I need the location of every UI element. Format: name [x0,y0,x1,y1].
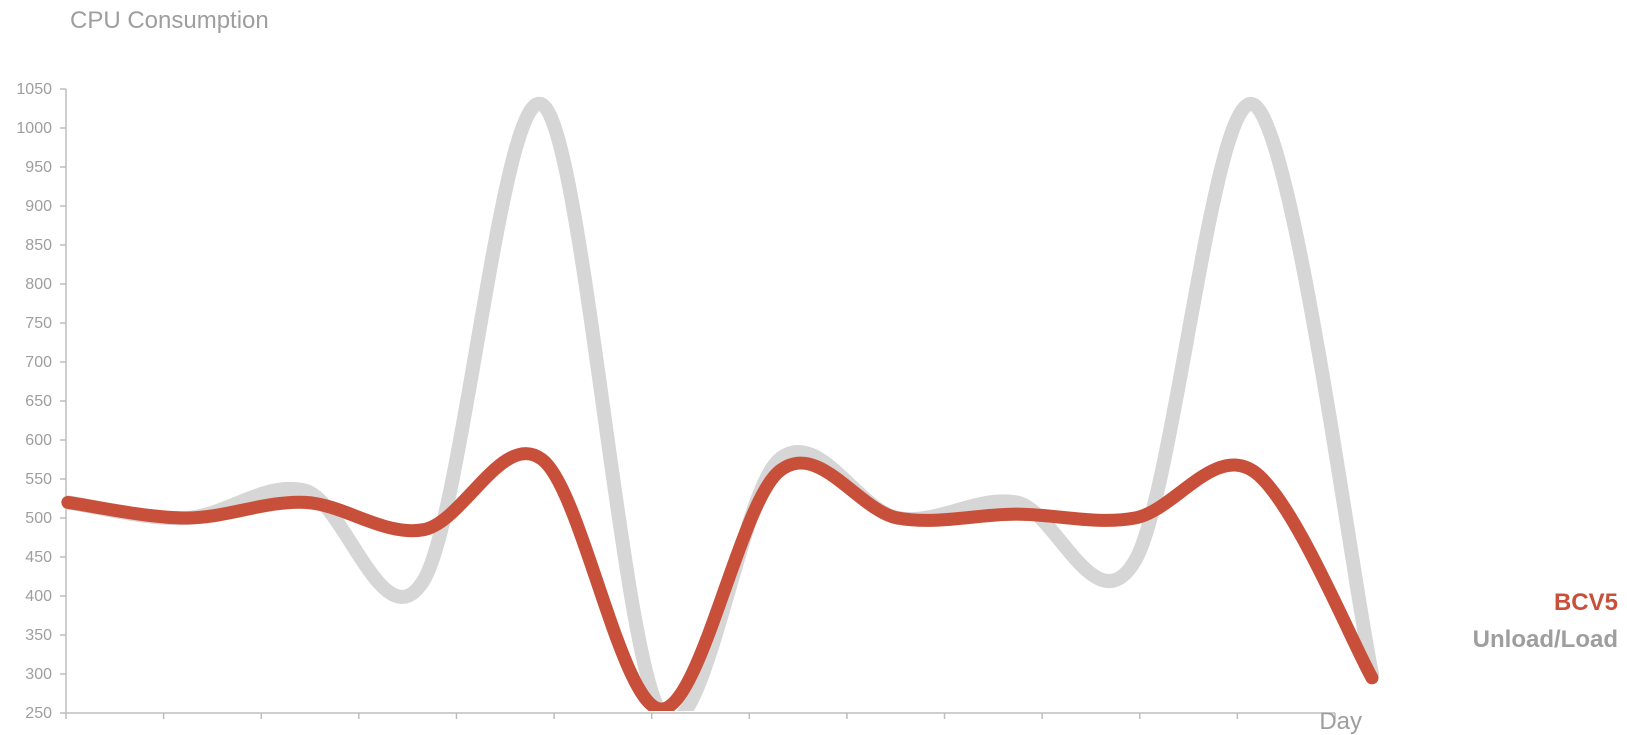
legend: BCV5 Unload/Load [1473,589,1618,653]
y-tick-label: 700 [25,354,52,371]
y-tick-label: 450 [25,549,52,566]
y-tick-label: 650 [25,393,52,410]
y-tick-label: 950 [25,159,52,176]
y-tick-label: 750 [25,315,52,332]
y-tick-label: 800 [25,276,52,293]
series-layer [61,97,1379,711]
y-tick-label: 900 [25,198,52,215]
y-tick-label: 500 [25,510,52,527]
series-line-unload-load [61,97,1379,711]
y-tick-label: 850 [25,237,52,254]
legend-label-unload-load: Unload/Load [1473,626,1618,653]
x-axis-title: Day [1319,708,1362,735]
x-axis [65,712,1336,719]
y-tick-label: 400 [25,588,52,605]
y-axis: 250 300 350 400 450 500 550 600 650 700 750 800 850 9… [16,81,67,722]
y-tick-label: 600 [25,432,52,449]
y-tick-label: 250 [25,705,52,722]
legend-label-bcv5: BCV5 [1554,589,1618,616]
y-tick-label: 300 [25,666,52,683]
chart-title: CPU Consumption [70,7,269,34]
y-tick-label: 1050 [16,81,52,98]
y-tick-label: 550 [25,471,52,488]
y-tick-label: 350 [25,627,52,644]
series-line-bcv5 [61,447,1379,711]
y-tick-label: 1000 [16,120,52,137]
